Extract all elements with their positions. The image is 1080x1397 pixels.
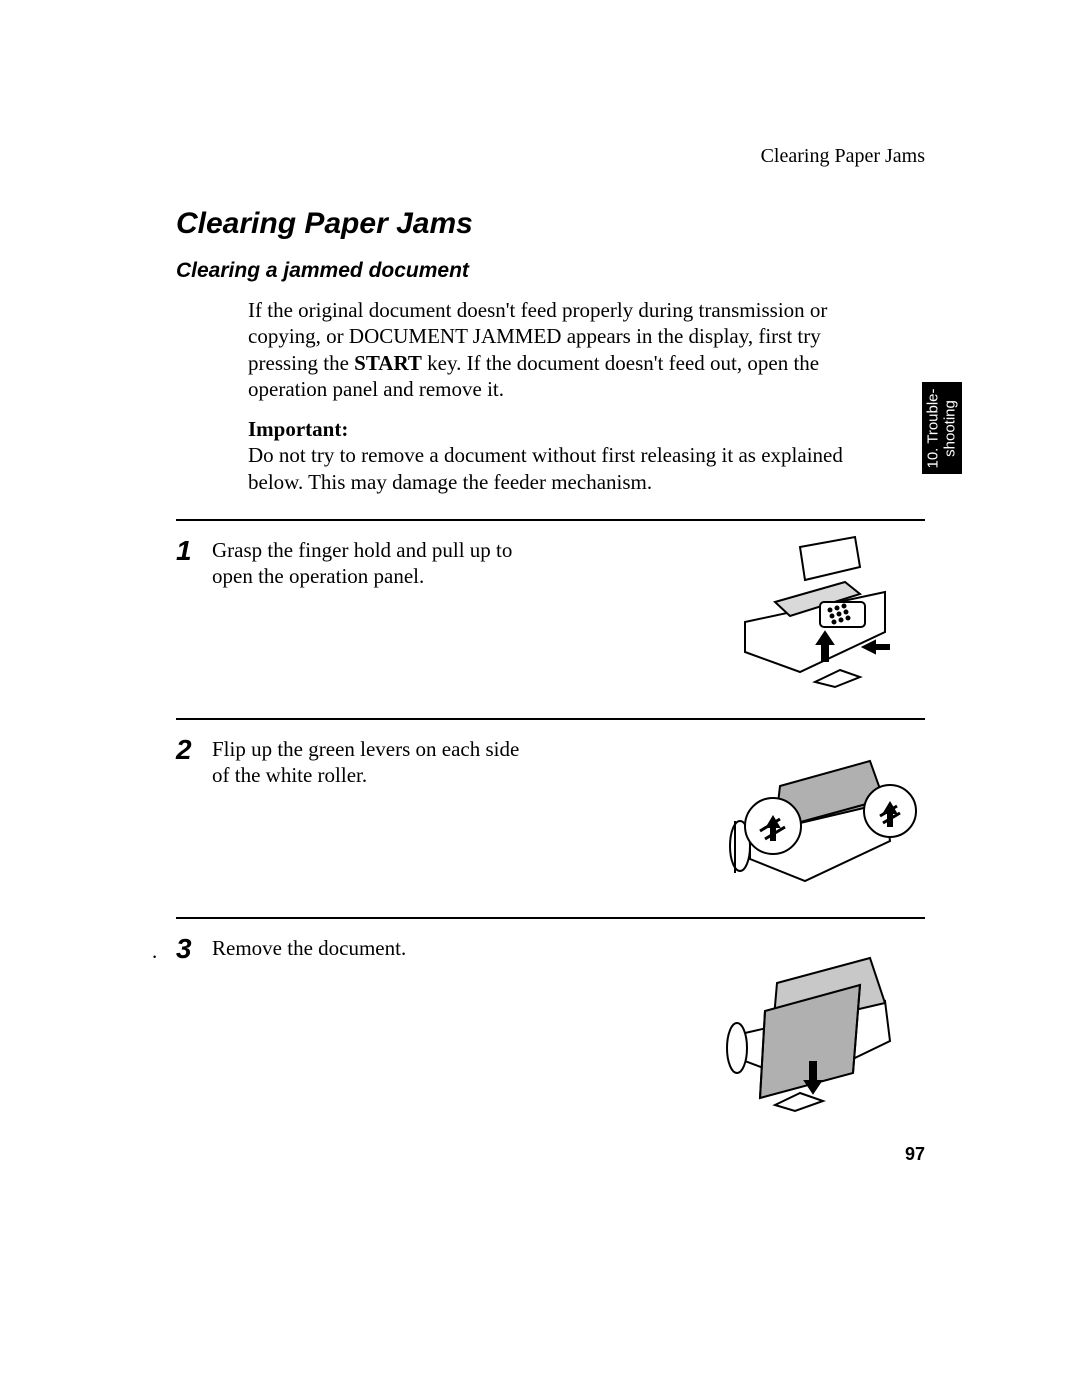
step-text: Grasp the finger hold and pull up to ope… — [212, 535, 542, 590]
step-illustration — [705, 734, 925, 889]
important-note: Important: Do not try to remove a docume… — [248, 416, 888, 495]
section-subtitle: Clearing a jammed document — [176, 259, 925, 283]
important-label: Important: — [248, 417, 348, 441]
divider — [176, 917, 925, 919]
chapter-tab-text: 10. Trouble- shooting — [926, 388, 959, 468]
intro-block: If the original document doesn't feed pr… — [248, 297, 888, 495]
step-number: 2 — [176, 734, 212, 764]
step-illustration — [705, 535, 925, 690]
step-number: 1 — [176, 535, 212, 565]
step-text: Remove the document. — [212, 933, 406, 961]
manual-page: Clearing Paper Jams Clearing Paper Jams … — [0, 0, 1080, 1173]
page-number: 97 — [905, 1144, 925, 1165]
fax-remove-doc-icon — [705, 933, 925, 1113]
steps-container: 1 Grasp the finger hold and pull up to o… — [176, 519, 925, 1113]
divider — [176, 718, 925, 720]
step-row: 1 Grasp the finger hold and pull up to o… — [176, 535, 925, 710]
fax-levers-icon — [705, 731, 925, 891]
important-text: Do not try to remove a document without … — [248, 443, 843, 493]
intro-paragraph: If the original document doesn't feed pr… — [248, 297, 888, 402]
step-text: Flip up the green levers on each side of… — [212, 734, 542, 789]
chapter-tab: 10. Trouble- shooting — [922, 382, 962, 474]
divider — [176, 519, 925, 521]
start-key-label: START — [354, 351, 422, 375]
step-number: 3 — [176, 933, 212, 963]
step-illustration — [705, 933, 925, 1113]
fax-open-panel-icon — [705, 532, 925, 692]
step-row: . 3 Remove the document. — [176, 933, 925, 1113]
page-title: Clearing Paper Jams — [176, 207, 925, 241]
step-row: 2 Flip up the green levers on each side … — [176, 734, 925, 909]
running-header: Clearing Paper Jams — [761, 145, 925, 168]
bullet-dot: . — [152, 939, 157, 964]
